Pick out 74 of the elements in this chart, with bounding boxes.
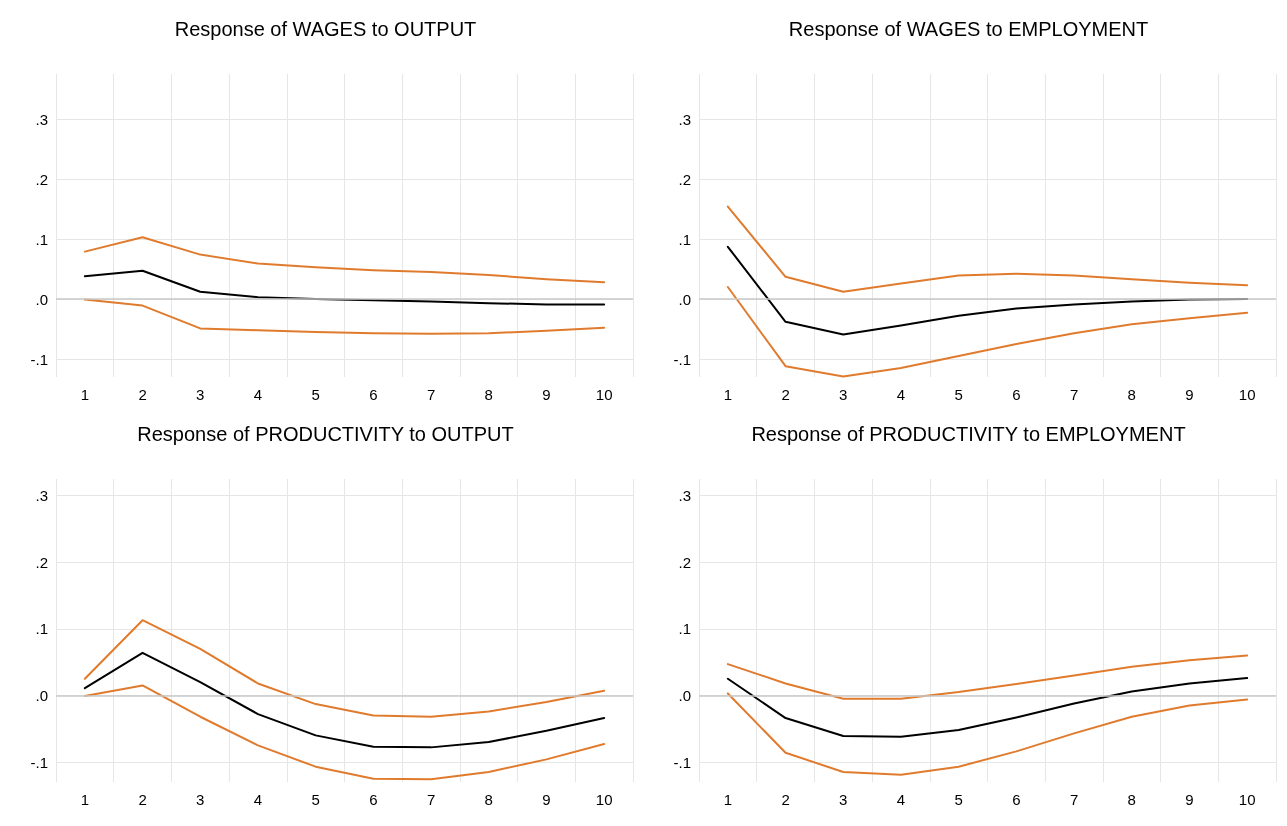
x-tick-label: 4 [896,791,906,808]
y-tick-label: -.1 [673,350,691,368]
x-tick-label: 9 [542,386,551,403]
y-tick-label: -.1 [30,753,48,771]
x-tick-label: 5 [311,386,320,403]
x-tick-label: 6 [1012,386,1021,403]
y-tick-label: .3 [35,487,48,505]
x-tick-label: 10 [1238,386,1256,403]
line-series [83,298,606,335]
line-series [726,654,1249,700]
x-tick-label: 7 [426,791,436,808]
y-tick-label: .0 [35,686,48,704]
chart-title: Response of WAGES to OUTPUT [174,18,477,40]
y-tick-label: .3 [678,487,691,505]
x-tick-label: 6 [369,791,378,808]
x-tick-label: 7 [426,386,436,403]
x-tick-label: 2 [138,791,147,808]
x-tick-label: 8 [1127,791,1136,808]
x-tick-label: 2 [781,386,790,403]
line-series [83,651,606,749]
y-tick-label: .1 [678,620,691,638]
chart-title: Response of PRODUCTIVITY to OUTPUT [137,423,514,445]
x-tick-label: 4 [253,386,263,403]
y-tick-label: -.1 [673,753,691,771]
x-tick-label: 6 [369,386,378,403]
x-tick-label: 6 [1012,791,1021,808]
line-series [726,677,1249,738]
x-tick-label: 1 [723,791,733,808]
y-tick-label: .3 [678,110,691,128]
y-tick-label: -.1 [30,350,48,368]
line-series [726,286,1249,378]
y-tick-label: .1 [35,230,48,248]
y-tick-label: .2 [35,553,48,571]
y-tick-label: .3 [35,110,48,128]
x-tick-label: 9 [1185,791,1194,808]
x-tick-label: 5 [954,386,963,403]
line-series [726,692,1249,776]
y-tick-label: .2 [678,170,691,188]
x-tick-label: 5 [311,791,320,808]
x-tick-label: 7 [1069,791,1079,808]
x-tick-label: 10 [595,386,613,403]
chart-title: Response of WAGES to EMPLOYMENT [788,18,1149,40]
x-tick-label: 9 [542,791,551,808]
x-tick-label: 7 [1069,386,1079,403]
x-tick-label: 10 [1238,791,1256,808]
chart-title: Response of PRODUCTIVITY to EMPLOYMENT [751,423,1186,445]
line-series [726,205,1249,293]
x-tick-label: 8 [484,386,493,403]
x-tick-label: 10 [595,791,613,808]
y-tick-label: .2 [35,170,48,188]
x-tick-label: 8 [1127,386,1136,403]
x-tick-label: 5 [954,791,963,808]
x-tick-label: 1 [80,791,90,808]
line-series [83,269,606,306]
y-tick-label: .2 [678,553,691,571]
x-tick-label: 2 [781,791,790,808]
x-tick-label: 9 [1185,386,1194,403]
x-tick-label: 3 [839,386,848,403]
line-series [83,236,606,284]
y-tick-label: .0 [678,290,691,308]
y-tick-label: .0 [35,290,48,308]
y-tick-label: .1 [35,620,48,638]
x-tick-label: 2 [138,386,147,403]
x-tick-label: 1 [80,386,90,403]
y-tick-label: .1 [678,230,691,248]
line-series [83,619,606,718]
x-tick-label: 1 [723,386,733,403]
x-tick-label: 4 [253,791,263,808]
x-tick-label: 8 [484,791,493,808]
x-tick-label: 3 [839,791,848,808]
y-tick-label: .0 [678,686,691,704]
x-tick-label: 4 [896,386,906,403]
x-tick-label: 3 [196,386,205,403]
x-tick-label: 3 [196,791,205,808]
